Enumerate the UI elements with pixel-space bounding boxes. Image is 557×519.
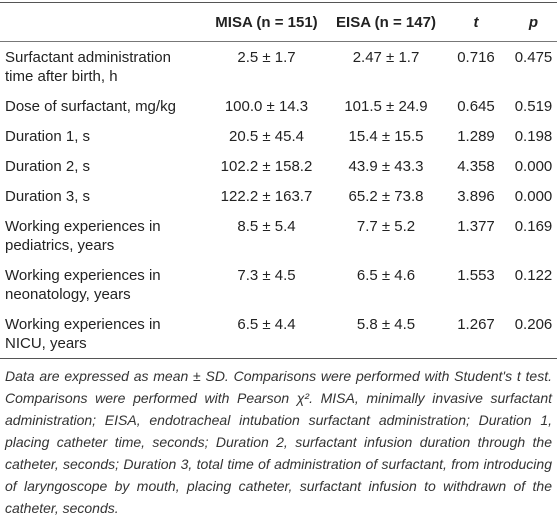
cell: 0.716 (457, 49, 495, 66)
row-label: Working experiences in NICU, years (5, 316, 161, 352)
table-row: Working experiences in neonatology, year… (0, 260, 557, 309)
cell: 0.122 (514, 267, 553, 284)
cell: 100.0 ± 14.3 (224, 98, 309, 115)
header-cell: MISA (n = 151) (215, 13, 318, 31)
cell: 3.896 (457, 188, 495, 205)
cell: 0.198 (514, 128, 553, 145)
header-cell: EISA (n = 147) (336, 13, 436, 31)
cell: 1.289 (457, 128, 495, 145)
row-label: Duration 3, s (5, 188, 91, 205)
table-body: Surfactant administration time after bir… (0, 42, 557, 359)
table-row: Duration 3, s 122.2 ± 163.7 65.2 ± 73.8 3.8… (0, 181, 557, 211)
cell: 7.7 ± 5.2 (356, 218, 416, 235)
row-label: Working experiences in neonatology, year… (5, 267, 161, 303)
table-row: Duration 2, s 102.2 ± 158.2 43.9 ± 43.3 4.3… (0, 151, 557, 181)
cell: 0.475 (514, 49, 553, 66)
cell: 6.5 ± 4.6 (356, 267, 416, 284)
cell: 2.47 ± 1.7 (352, 49, 420, 66)
row-label: Dose of surfactant, mg/kg (5, 98, 176, 115)
cell: 15.4 ± 15.5 (348, 128, 424, 145)
cell: 1.553 (457, 267, 495, 284)
cell: 43.9 ± 43.3 (348, 158, 424, 175)
cell: 0.519 (514, 98, 553, 115)
row-label: Duration 2, s (5, 158, 91, 175)
table-row: Dose of surfactant, mg/kg 100.0 ± 14.3 101… (0, 91, 557, 121)
row-label: Duration 1, s (5, 128, 91, 145)
cell: 20.5 ± 45.4 (229, 128, 304, 145)
cell: 8.5 ± 5.4 (237, 218, 296, 235)
table-row: Working experiences in NICU, years 6.5 ± … (0, 309, 557, 359)
row-label: Working experiences in pediatrics, years (5, 218, 161, 254)
cell: 65.2 ± 73.8 (348, 188, 424, 205)
table-row: Duration 1, s 20.5 ± 45.4 15.4 ± 15.5 1.289… (0, 121, 557, 151)
cell: 101.5 ± 24.9 (344, 98, 428, 115)
footnote: Data are expressed as mean ± SD. Compari… (5, 368, 552, 516)
row-label: Surfactant administration time after bir… (5, 49, 171, 85)
cell: 6.5 ± 4.4 (237, 316, 296, 333)
cell: 0.645 (457, 98, 495, 115)
cell: 5.8 ± 4.5 (356, 316, 416, 333)
header-cell: p (528, 13, 539, 31)
data-table: MISA (n = 151) EISA (n = 147) t p Surfactan… (0, 2, 557, 359)
cell: 4.358 (457, 158, 495, 175)
cell: 0.206 (514, 316, 553, 333)
header-row: MISA (n = 151) EISA (n = 147) t p (0, 2, 557, 42)
cell: 0.000 (514, 188, 553, 205)
cell: 2.5 ± 1.7 (237, 49, 296, 66)
cell: 1.267 (457, 316, 495, 333)
table-row: Working experiences in pediatrics, years… (0, 211, 557, 260)
cell: 0.000 (514, 158, 553, 175)
table-row: Surfactant administration time after bir… (0, 42, 557, 92)
header-cell: t (473, 13, 479, 31)
cell: 102.2 ± 158.2 (220, 158, 313, 175)
cell: 122.2 ± 163.7 (220, 188, 313, 205)
cell: 0.169 (514, 218, 553, 235)
cell: 7.3 ± 4.5 (237, 267, 296, 284)
header-cell (0, 3, 203, 42)
cell: 1.377 (457, 218, 495, 235)
